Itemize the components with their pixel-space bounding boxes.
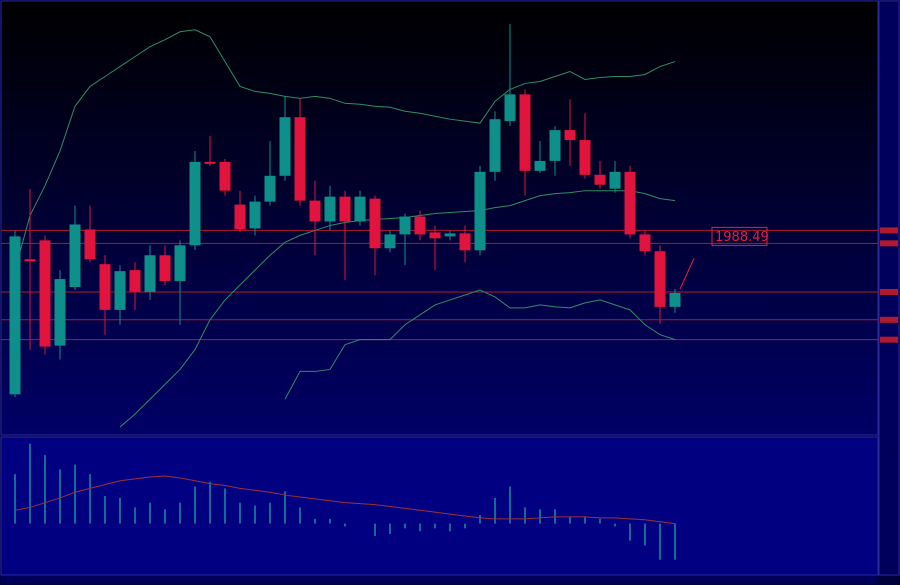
- candle-body: [579, 140, 591, 175]
- bollinger-band: [119, 190, 676, 428]
- candle-body: [429, 232, 441, 239]
- candle-body: [594, 174, 606, 185]
- candle-body: [144, 255, 156, 292]
- candle-body: [114, 271, 126, 310]
- candle-body: [444, 233, 456, 237]
- candle-body: [309, 200, 321, 222]
- candle-body: [99, 264, 111, 310]
- candle-body: [24, 259, 36, 262]
- candle-body: [279, 117, 291, 176]
- candle-body: [399, 216, 411, 235]
- price-trend-line: [679, 258, 695, 290]
- candle-body: [54, 279, 66, 346]
- candle-body: [219, 161, 231, 191]
- candle-body: [339, 196, 351, 222]
- price-level-tag: [880, 288, 898, 295]
- candle-body: [474, 171, 486, 251]
- candle-body: [9, 236, 21, 395]
- candle-body: [519, 94, 531, 171]
- candle-body: [204, 161, 216, 164]
- candle-body: [39, 240, 51, 347]
- candle-body: [129, 270, 141, 292]
- candle-body: [564, 130, 576, 141]
- price-label-box: [711, 226, 768, 246]
- bollinger-band: [284, 289, 676, 400]
- candle-body: [639, 234, 651, 252]
- candle-body: [489, 119, 501, 172]
- candle-body: [549, 130, 561, 161]
- bollinger-band: [14, 29, 676, 271]
- price-level-tag: [880, 336, 898, 343]
- candle-body: [159, 255, 171, 282]
- candle-body: [654, 251, 666, 307]
- indicator-panel: [0, 436, 879, 576]
- candle-body: [624, 171, 636, 235]
- candle-body: [234, 204, 246, 230]
- candle-body: [534, 160, 546, 171]
- candle-body: [414, 216, 426, 235]
- price-label: 1988.49: [715, 230, 769, 245]
- price-level-tag: [880, 316, 898, 323]
- price-panel: [0, 0, 879, 436]
- price-level-tag: [880, 240, 898, 247]
- candle-body: [294, 117, 306, 201]
- candle-body: [504, 94, 516, 122]
- price-axis: [878, 0, 900, 576]
- candle-body: [459, 233, 471, 251]
- candle-body: [669, 292, 681, 307]
- candle-body: [189, 161, 201, 246]
- candle-body: [354, 196, 366, 222]
- candle-body: [264, 175, 276, 202]
- price-level-tag: [880, 227, 898, 234]
- candle-body: [174, 245, 186, 282]
- candle-body: [249, 201, 261, 229]
- candle-body: [384, 234, 396, 249]
- time-axis: [1, 576, 878, 584]
- candle-body: [69, 224, 81, 288]
- candle-body: [609, 171, 621, 189]
- candle-body: [369, 198, 381, 249]
- signal-line: [14, 475, 676, 525]
- candle-body: [84, 229, 96, 260]
- candle-body: [324, 196, 336, 222]
